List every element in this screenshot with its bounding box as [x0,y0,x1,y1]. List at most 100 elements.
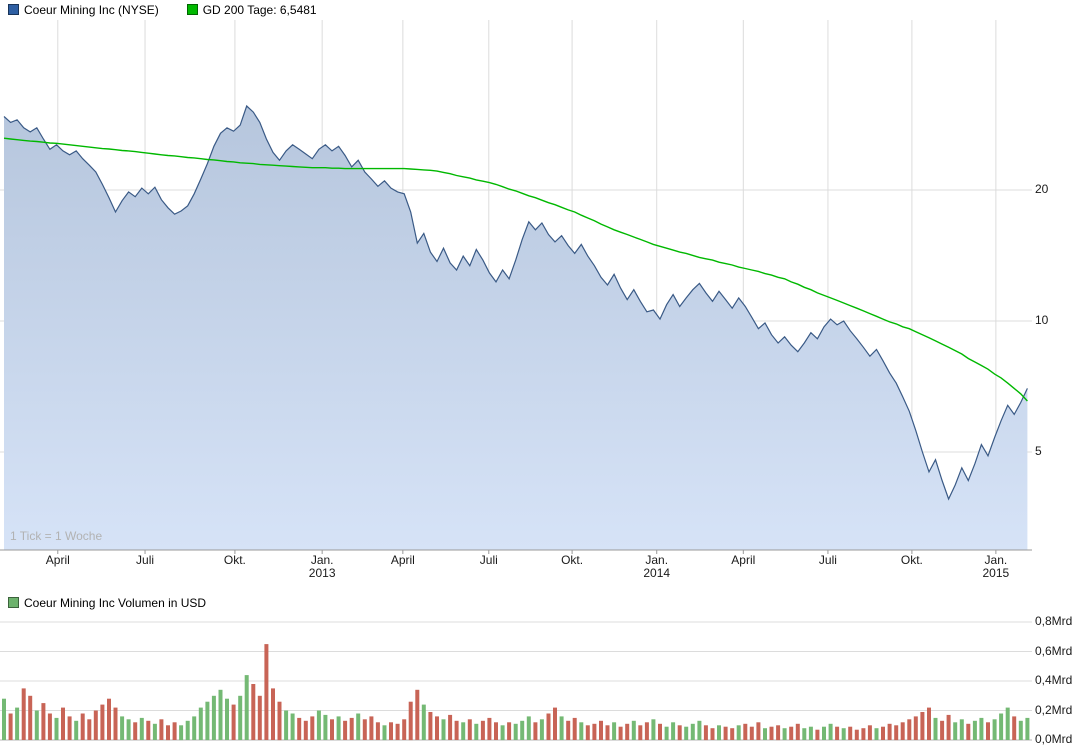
volume-bar [303,720,308,740]
volume-bar [553,707,557,740]
volume-bar [362,719,367,740]
volume-bar [461,722,466,740]
volume-bar [703,725,708,741]
volume-bar [2,698,6,740]
volume-bar [349,717,354,740]
volume-bar [34,710,39,740]
volume-bar [900,722,905,740]
volume-bar [927,707,931,740]
volume-bar [986,722,990,740]
volume-chart[interactable] [0,610,1032,744]
volume-bar [815,729,820,740]
x-axis-label: April [731,553,756,567]
volume-bar [100,704,105,740]
volume-bar [244,675,249,740]
volume-bar [356,713,361,740]
volume-bar [316,710,321,740]
volume-bar [717,725,721,741]
volume-bar [690,723,695,740]
volume-bar [822,726,826,740]
volume-bar [389,722,393,740]
volume-bar [336,716,341,740]
volume-bar [107,698,111,740]
volume-bar [867,725,872,741]
volume-bar [579,722,584,740]
volume-bar [894,725,899,741]
volume-bar [618,726,623,740]
volume-bar [651,719,656,740]
volume-bar [113,707,118,740]
volume-bar [507,722,512,740]
ma200-line [3,137,1028,402]
price-y-label: 10 [1035,313,1049,327]
volume-bar [841,728,846,740]
price-series-swatch-icon [8,4,19,15]
x-axis-label: Juli [136,553,155,567]
volume-bar [959,719,964,740]
volume-bar [776,725,781,741]
volume-bar [93,710,98,740]
x-axis-label: April [390,553,415,567]
x-axis-label: Okt. [223,553,246,567]
volume-bar [1025,717,1030,740]
volume-bar [47,713,52,740]
volume-chart-legend: Coeur Mining Inc Volumen in USD [8,595,206,610]
volume-bar [684,726,689,740]
volume-bar [658,723,662,740]
volume-bar [179,725,184,741]
volume-bar [972,720,977,740]
volume-bar [940,720,945,740]
volume-bar [225,698,229,740]
volume-bar [323,714,328,740]
volume-bar [756,722,761,740]
price-y-label: 20 [1035,182,1049,196]
volume-bar [789,726,794,740]
volume-bar [887,723,892,740]
volume-bar [421,704,426,740]
price-chart[interactable] [0,20,1032,555]
volume-bar [382,725,387,741]
ma200-series-label: GD 200 Tage: 6,5481 [202,2,317,17]
volume-bar [448,714,453,740]
volume-bar [159,719,164,740]
volume-bar [848,726,853,740]
volume-bar [933,717,938,740]
volume-bar [671,722,676,740]
volume-bar [743,723,748,740]
volume-bar [402,719,407,740]
volume-bar [120,716,125,740]
volume-bar [808,726,813,740]
tick-interval-note: 1 Tick = 1 Woche [10,529,103,543]
volume-bar [533,722,538,740]
volume-bar [835,726,840,740]
x-axis-label: Juli [479,553,498,567]
volume-bar [546,713,551,740]
volume-bar [395,723,400,740]
volume-bar [723,726,728,740]
volume-bar [638,725,643,741]
x-axis-label: Jan. [645,553,669,567]
volume-bar [677,725,682,741]
volume-bar [730,728,735,740]
volume-bar [297,717,302,740]
volume-bar [861,728,866,740]
volume-bar [966,723,971,740]
volume-bar [828,723,833,740]
volume-bar [500,725,505,741]
volume-bar [513,723,518,740]
volume-bar [874,728,879,740]
volume-bar [854,729,859,740]
volume-bar [736,725,741,741]
volume-bar [467,719,472,740]
volume-bar [1005,707,1010,740]
volume-series-label: Coeur Mining Inc Volumen in USD [24,595,207,610]
price-series-label: Coeur Mining Inc (NYSE) [24,2,159,17]
volume-bar [126,719,131,740]
x-axis-label: Jan. [984,553,1008,567]
volume-chart-svg [0,621,1032,741]
volume-bar [238,695,243,740]
volume-bar [74,720,79,740]
volume-bar [795,723,800,740]
volume-bar [198,707,203,740]
